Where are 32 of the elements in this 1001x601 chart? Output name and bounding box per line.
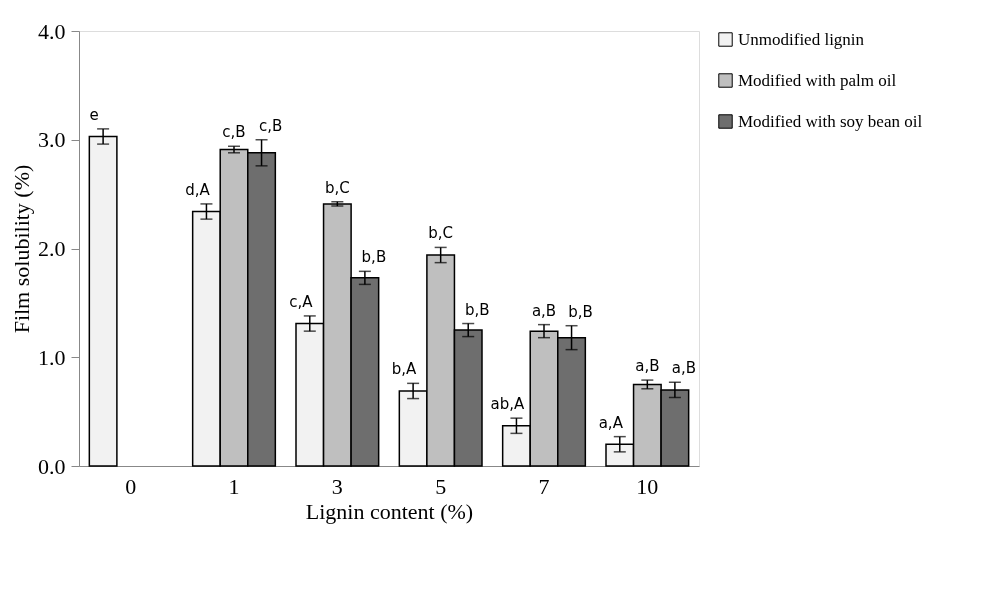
data-label: a,B <box>671 359 697 378</box>
legend-label: Unmodified lignin <box>738 29 865 49</box>
data-label: b,B <box>568 302 593 321</box>
data-label: a,A <box>598 413 624 432</box>
data-label: b,C <box>324 178 350 197</box>
legend-label: Modified with palm oil <box>738 70 897 90</box>
data-label: e <box>89 105 99 124</box>
data-label: c,A <box>289 292 314 311</box>
data-label: b,B <box>464 300 490 319</box>
data-label: d,A <box>185 180 211 199</box>
y-tick-label: 2.0 <box>38 236 66 261</box>
x-tick-label: 3 <box>331 473 343 499</box>
data-label: b,A <box>391 360 418 379</box>
y-tick-label: 3.0 <box>38 127 66 153</box>
data-label: c,B <box>258 116 283 135</box>
data-label: b,C <box>428 224 454 243</box>
legend-label: Modified with soy bean oil <box>738 111 923 131</box>
x-tick-label: 7 <box>538 473 550 499</box>
y-tick-label: 1.0 <box>38 344 66 370</box>
x-tick-label: 0 <box>125 473 137 499</box>
data-label: a,B <box>635 357 660 376</box>
x-tick-label: 1 <box>228 473 240 499</box>
x-tick-label: 10 <box>636 473 659 499</box>
data-label: c,B <box>222 123 246 142</box>
y-axis-title: Film solubility (%) <box>9 164 34 334</box>
data-label: b,B <box>361 248 387 267</box>
data-label: a,B <box>531 301 557 320</box>
y-tick-label: 4.0 <box>38 18 66 44</box>
x-axis-title: Lignin content (%) <box>305 498 474 524</box>
data-label: ab,A <box>490 395 526 414</box>
y-tick-label: 0.0 <box>38 453 66 479</box>
x-tick-label: 5 <box>435 473 447 499</box>
